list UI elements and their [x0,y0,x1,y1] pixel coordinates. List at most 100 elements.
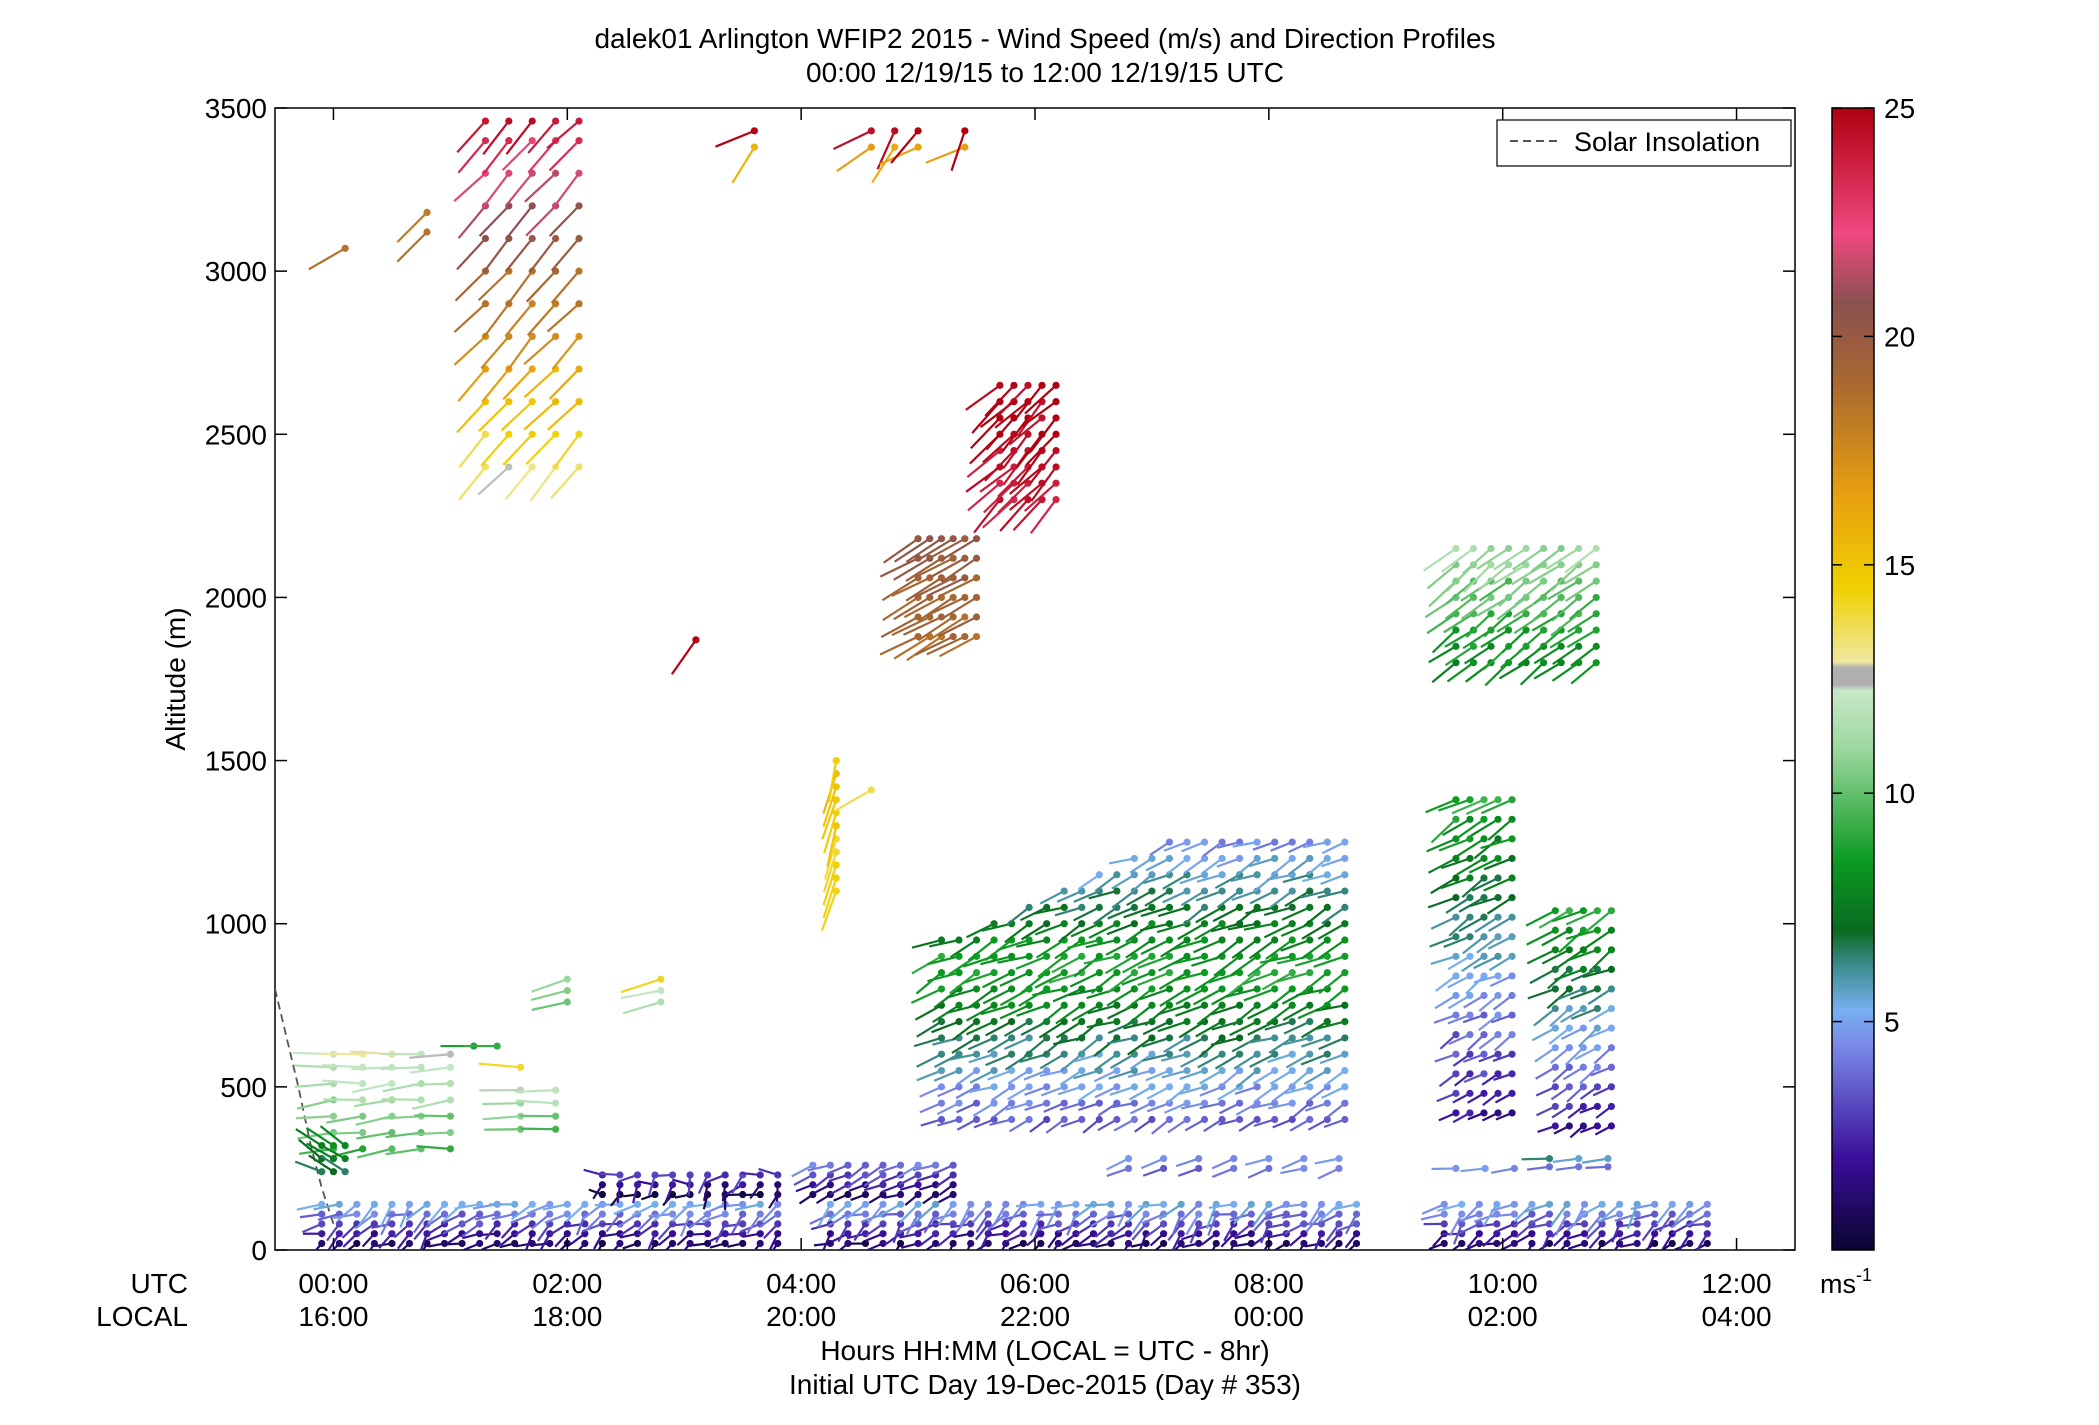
wind-barb [1270,841,1293,852]
wind-barb [1300,890,1328,899]
wind-point [528,332,536,340]
wind-point [481,365,490,373]
wind-point [1668,1239,1676,1248]
wind-point [563,1210,571,1218]
wind-point [651,1190,659,1199]
wind-point [1508,874,1516,882]
wind-barb [504,466,534,501]
wind-barb [967,939,995,962]
wind-barb [1456,857,1485,876]
wind-point [493,1230,501,1238]
wind-point [1592,561,1600,569]
wind-point [1480,933,1488,941]
wind-point [1508,835,1516,843]
wind-barb [1588,1007,1612,1023]
wind-barb [1001,417,1029,453]
wind-point [1160,1164,1168,1173]
wind-point [493,1042,501,1050]
wind-barb [936,1102,960,1116]
wind-point [575,267,583,275]
wind-barb [1313,955,1346,968]
wind-point [1195,1239,1203,1248]
wind-barb [1183,857,1206,874]
wind-point [1008,1099,1016,1107]
wind-point [1579,1122,1587,1130]
wind-point [1616,1230,1624,1238]
wind-barb [979,466,1015,493]
wind-point [1565,1083,1573,1091]
wind-barb [523,368,557,399]
wind-barb [1128,1085,1153,1101]
wind-barb [1106,1167,1129,1177]
wind-point [1352,1230,1361,1238]
wind-barb [1526,948,1556,965]
wind-point [1218,1115,1226,1124]
wind-barb [1232,1004,1258,1026]
wind-point [1247,1239,1255,1248]
wind-barb [1054,939,1083,960]
wind-point [1494,835,1502,843]
wind-barb [1195,906,1223,924]
wind-point [867,143,875,151]
wind-point [967,1210,975,1218]
wind-barb [880,616,919,639]
wind-barb [1451,798,1485,815]
wind-barb [1321,841,1346,855]
wind-point [1341,887,1349,895]
wind-point [721,1239,729,1248]
wind-barb [916,537,954,562]
wind-barb [1321,906,1346,925]
wind-barb [982,498,1015,529]
wind-barb [1461,877,1485,898]
wind-barb [1431,1167,1456,1171]
wind-barb [929,616,966,641]
wind-point [1341,903,1349,912]
wind-point [1271,1050,1279,1058]
wind-point [1095,1115,1103,1124]
wind-point [832,809,840,817]
wind-barb [1077,1037,1101,1057]
wind-point [1230,1200,1238,1208]
wind-point [1545,1155,1554,1163]
wind-barb [1263,906,1293,916]
wind-barb [510,1203,533,1221]
wind-barb [352,1082,393,1094]
wind-point [1253,838,1261,846]
wind-barb [1300,1053,1328,1066]
wind-point [446,1063,454,1071]
wind-barb [1480,798,1513,815]
wind-point [1043,1066,1051,1075]
wind-barb [1593,1046,1613,1065]
wind-point [972,554,981,562]
wind-point [1508,1089,1516,1097]
wind-point [1183,936,1191,944]
wind-point [1165,1018,1174,1026]
wind-point [1253,936,1261,944]
wind-point [528,137,536,145]
wind-barb [1071,1203,1095,1221]
wind-barb [1465,975,1485,995]
wind-barb [546,302,580,333]
wind-point [961,554,969,562]
wind-point [1306,1018,1314,1026]
wind-point [1580,1220,1589,1228]
wind-point [1130,920,1138,928]
wind-point [1253,1018,1261,1026]
wind-barb [1140,906,1170,918]
wind-point [1551,907,1559,915]
wind-barb [385,1147,422,1156]
wind-barb [1420,1213,1445,1221]
wind-point [1271,1083,1279,1091]
wind-barb [883,537,919,564]
wind-point [1060,1034,1068,1042]
wind-point [1025,903,1033,912]
wind-point [1107,1220,1115,1228]
wind-point [1593,926,1601,934]
wind-barb [1445,580,1475,605]
wind-point [1545,1239,1554,1248]
wind-point [1487,593,1495,602]
wind-point [1008,1066,1016,1075]
wind-point [1494,874,1502,882]
wind-barb [1140,939,1170,956]
wind-point [1651,1220,1659,1228]
